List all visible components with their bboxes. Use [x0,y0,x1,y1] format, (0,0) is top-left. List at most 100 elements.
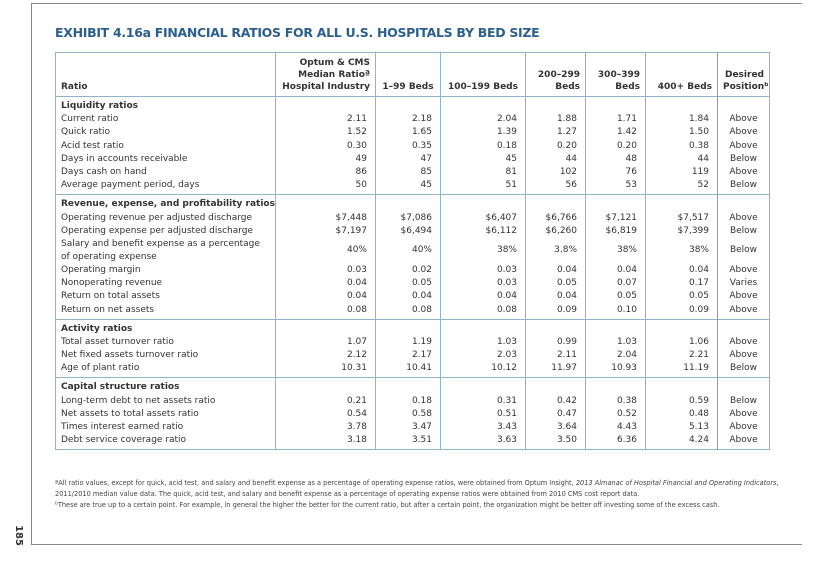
beds-1-99-value: 85 [375,165,441,180]
beds-100-199-value: 0.04 [440,290,526,304]
beds-1-99-value: 1.65 [375,126,441,140]
beds-400-plus-value: 1.06 [645,335,718,349]
ratio-name: Operating margin [61,264,141,275]
beds-1-99-value: 0.04 [375,290,441,304]
ratio-name: Net fixed assets turnover ratio [61,350,199,361]
beds-200-299-value: 3.50 [525,434,586,450]
desired-position: Above [717,165,770,180]
ratio-name: Return on total assets [61,291,160,302]
empty-cell [525,319,586,336]
footnote-a: ªAll ratio values, except for quick, aci… [55,479,779,498]
empty-cell [525,377,586,395]
desired-position: Above [717,335,770,349]
empty-cell [440,194,526,212]
beds-200-299-value: 0.99 [525,335,586,349]
table-row: Operating revenue per adjusted discharge… [56,211,770,225]
beds-200-299-value: 1.88 [525,113,586,127]
empty-cell [525,194,586,212]
col-header-300-399: 300–399 Beds [585,52,646,97]
optum-value: 2.12 [275,349,376,363]
section-capital-structure: Capital structure ratios Long-term debt t… [55,377,770,450]
optum-value: $7,197 [275,224,376,238]
section-activity: Activity ratios Total asset turnover rati… [55,319,770,378]
beds-200-299-value: 44 [525,152,586,166]
beds-400-plus-value: 0.09 [645,303,718,320]
ratio-name: Operating revenue per adjusted discharge [61,212,252,223]
ratio-name: Quick ratio [61,127,111,138]
beds-300-399-value: 4.43 [585,420,646,435]
section-heading-row: Liquidity ratios [56,96,770,114]
beds-300-399-value: 1.03 [585,335,646,349]
empty-cell [275,377,376,395]
optum-value: 0.04 [275,290,376,304]
empty-cell [645,319,718,336]
ratio-name: Average payment period, days [61,180,200,191]
table-row: Return on total assets 0.04 0.04 0.04 0.04 0.… [56,290,770,304]
beds-1-99-value: 40% [375,237,441,264]
beds-400-plus-value: 1.84 [645,113,718,127]
beds-300-399-value: 0.04 [585,263,646,278]
desired-position: Above [717,303,770,320]
beds-1-99-value: 2.18 [375,113,441,127]
optum-value: 1.07 [275,335,376,349]
beds-300-399-value: 2.04 [585,349,646,363]
empty-cell [375,194,441,212]
beds-300-399-value: 53 [585,179,646,195]
optum-value: 3.18 [275,434,376,450]
beds-100-199-value: 10.12 [440,362,526,378]
beds-400-plus-value: 0.17 [645,277,718,291]
beds-300-399-value: $7,121 [585,211,646,225]
section-revenue-expense-profitability: Revenue, expense, and profitability rati… [55,194,770,320]
beds-100-199-value: $6,112 [440,224,526,238]
desired-position: Above [717,349,770,363]
beds-400-plus-value: 119 [645,165,718,180]
beds-100-199-value: 0.51 [440,407,526,421]
empty-cell [525,96,586,114]
beds-1-99-value: $6,494 [375,224,441,238]
empty-cell [717,96,770,114]
optum-value: 2.11 [275,113,376,127]
empty-cell [440,319,526,336]
table-row: Age of plant ratio 10.31 10.41 10.12 11.97 10… [56,362,770,378]
beds-200-299-value: 3.8% [525,237,586,264]
financial-ratios-table: Ratio Optum & CMS Median Ratioª Hospital I… [55,52,770,451]
table-row: Salary and benefit expense as a percenta… [56,237,770,264]
ratio-name: Age of plant ratio [61,363,140,374]
section-heading-row: Capital structure ratios [56,377,770,395]
section-heading-row: Revenue, expense, and profitability rati… [56,194,770,212]
beds-1-99-value: 0.02 [375,263,441,278]
beds-200-299-value: 2.11 [525,349,586,363]
beds-100-199-value: 51 [440,179,526,195]
beds-300-399-value: 38% [585,237,646,264]
beds-200-299-value: 0.20 [525,139,586,153]
beds-1-99-value: 0.05 [375,277,441,291]
beds-1-99-value: $7,086 [375,211,441,225]
beds-1-99-value: 47 [375,152,441,166]
empty-cell [375,96,441,114]
beds-400-plus-value: 2.21 [645,349,718,363]
desired-position: Varies [717,277,770,291]
table-row: Operating expense per adjusted discharge… [56,224,770,238]
beds-400-plus-value: $7,399 [645,224,718,238]
empty-cell [585,319,646,336]
beds-200-299-value: 3.64 [525,420,586,435]
col-header-400-plus: 400+ Beds [645,52,718,97]
beds-400-plus-value: 4.24 [645,434,718,450]
beds-400-plus-value: 0.48 [645,407,718,421]
ratio-name: Days cash on hand [61,167,147,178]
empty-cell [440,96,526,114]
empty-cell [375,377,441,395]
empty-cell [645,377,718,395]
optum-value: 50 [275,179,376,195]
beds-1-99-value: 0.18 [375,394,441,408]
empty-cell [275,194,376,212]
ratio-name: Salary and benefit expense as a percenta… [61,238,260,262]
beds-200-299-value: 102 [525,165,586,180]
beds-100-199-value: 81 [440,165,526,180]
beds-200-299-value: 0.42 [525,394,586,408]
beds-200-299-value: 0.04 [525,263,586,278]
optum-value: 3.78 [275,420,376,435]
ratio-name: Operating expense per adjusted discharge [61,225,254,236]
beds-100-199-value: 0.08 [440,303,526,320]
desired-position: Below [717,362,770,378]
